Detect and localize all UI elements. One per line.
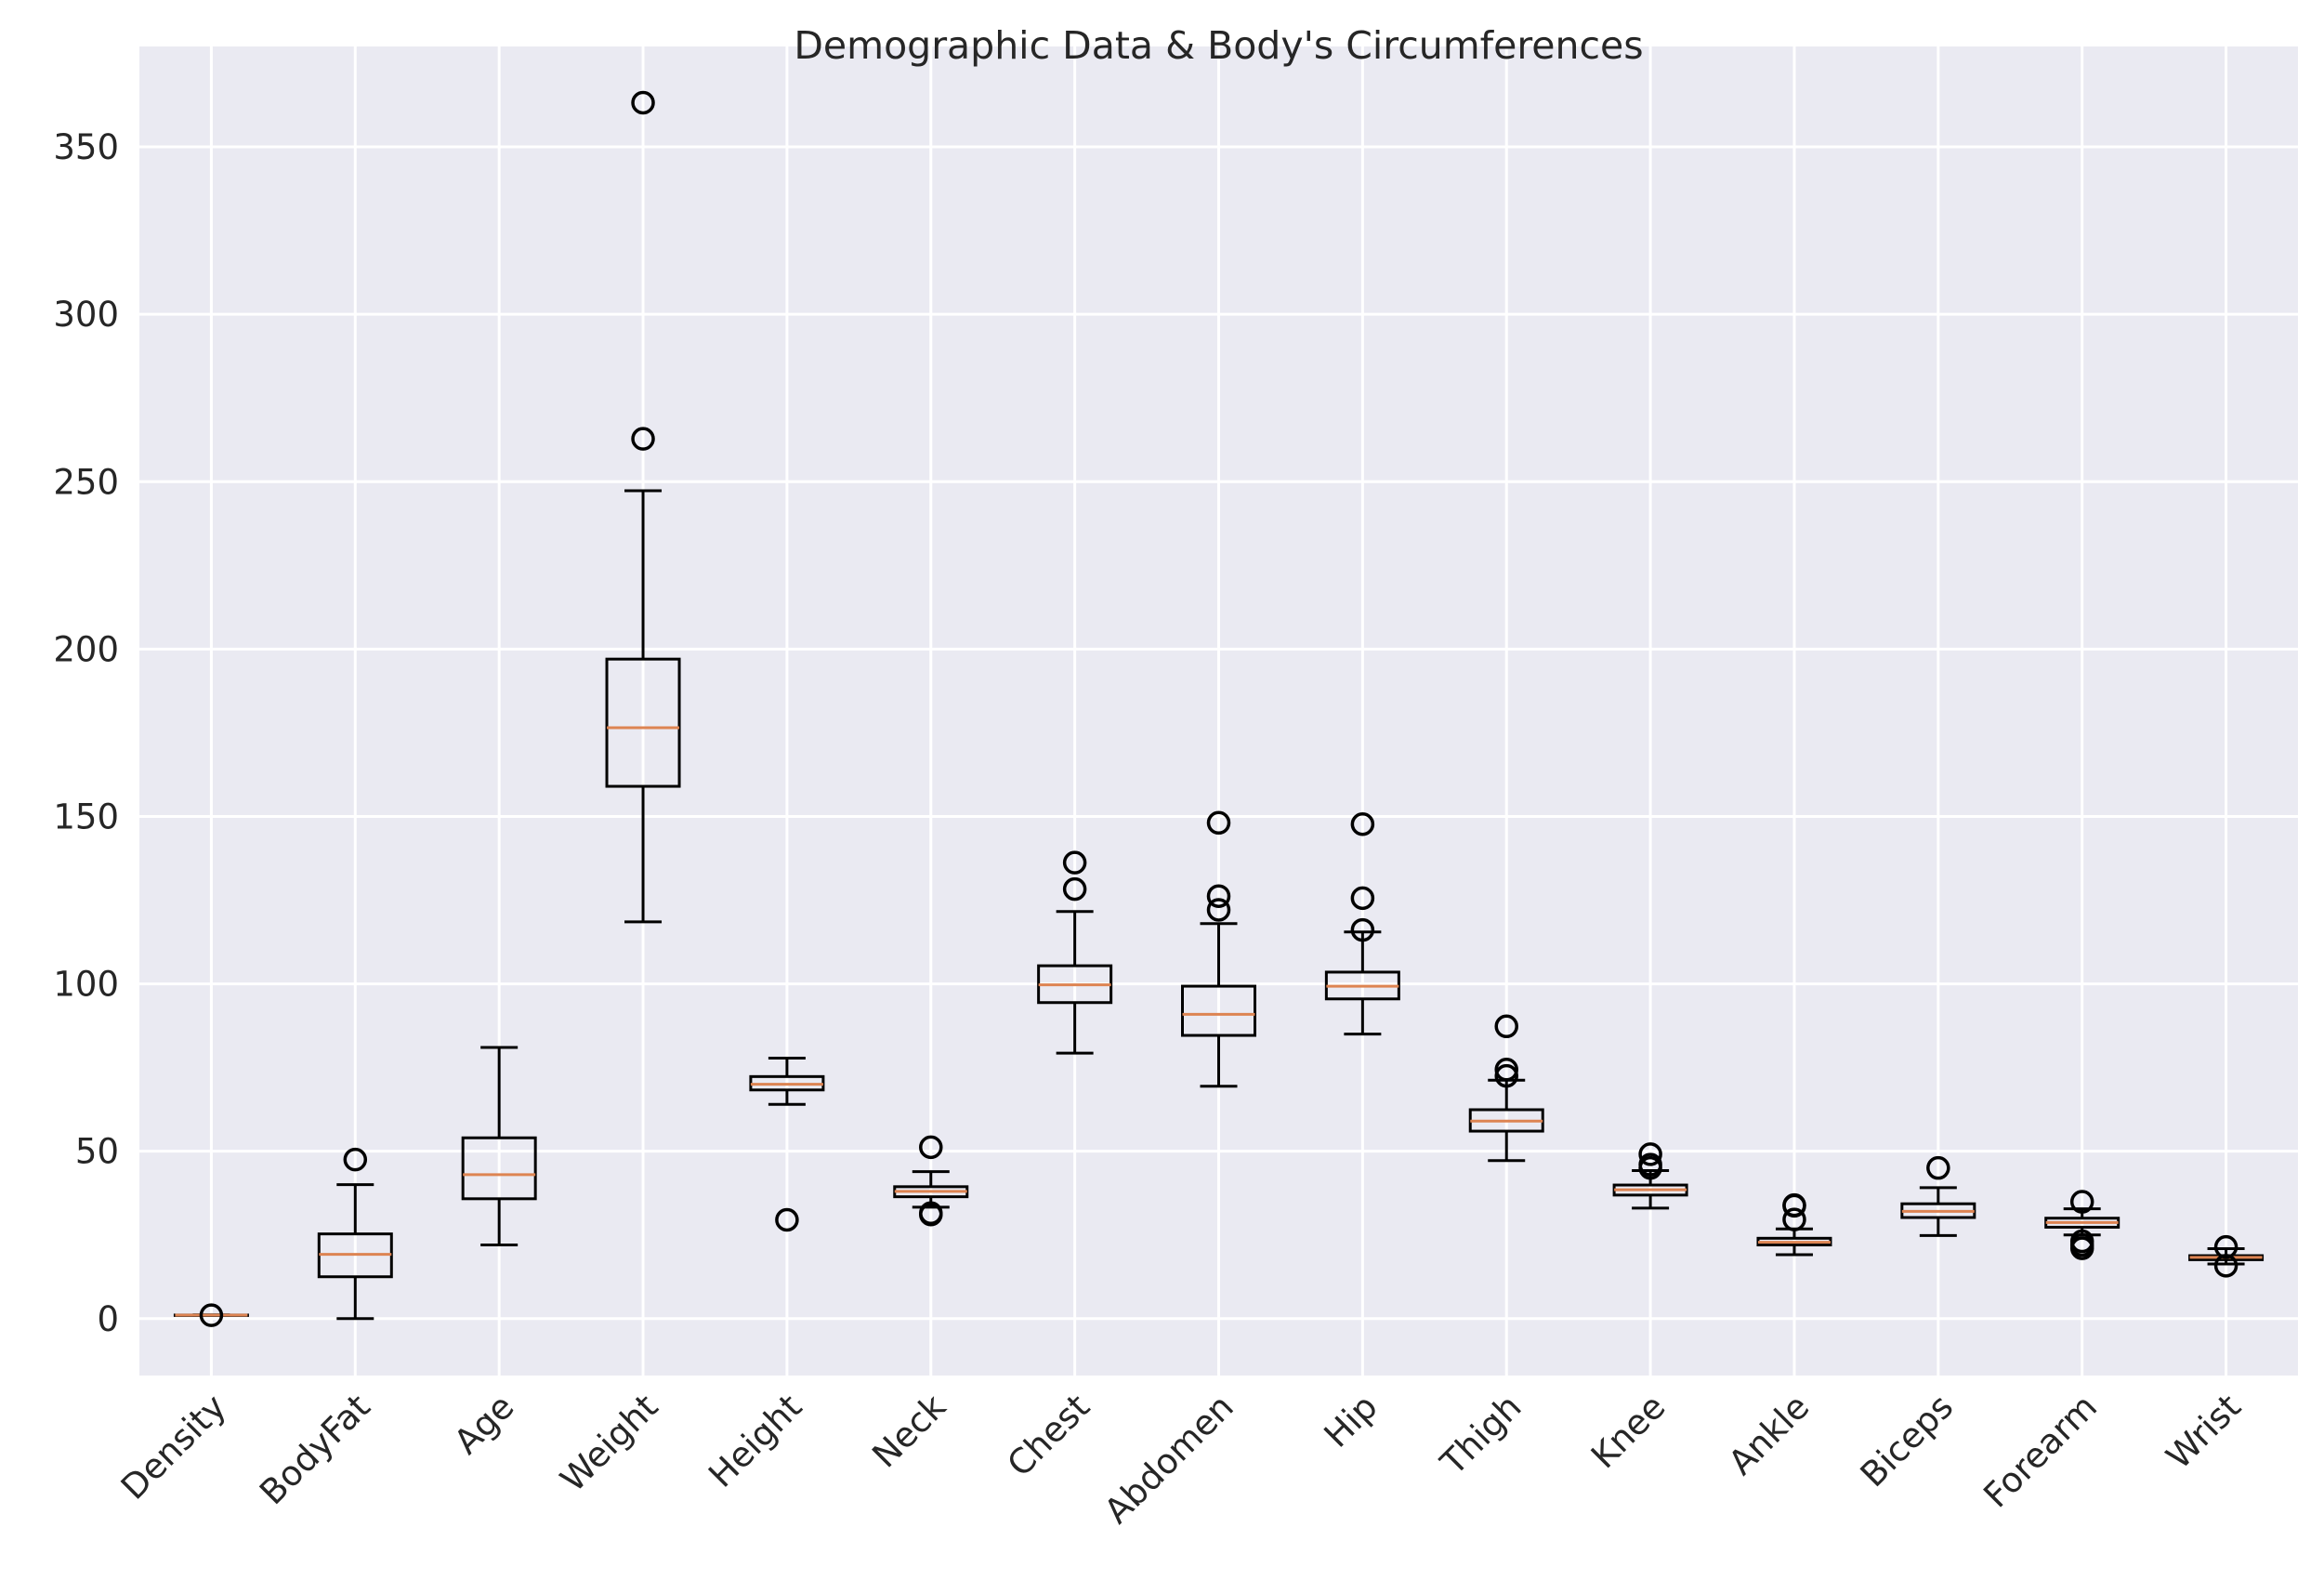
outlier-point xyxy=(919,1135,943,1160)
outlier-point xyxy=(631,427,655,451)
box-height xyxy=(749,1057,825,1232)
box-knee xyxy=(1612,1142,1688,1210)
box-density xyxy=(173,1303,249,1327)
outlier-point xyxy=(1782,1207,1806,1231)
box-age xyxy=(461,1046,537,1247)
outlier-point xyxy=(775,1207,799,1232)
outlier-point xyxy=(1782,1192,1806,1218)
outlier-point xyxy=(1638,1142,1662,1166)
outlier-point xyxy=(1062,876,1087,902)
outlier-point xyxy=(199,1303,224,1327)
outlier-point xyxy=(2213,1234,2239,1259)
outlier-point xyxy=(343,1147,368,1172)
box-wrist xyxy=(2188,1234,2265,1278)
iqr-box xyxy=(1181,984,1256,1037)
outlier-point xyxy=(1926,1155,1950,1180)
iqr-box xyxy=(461,1136,537,1201)
box-forearm xyxy=(2044,1190,2120,1260)
chart-title: Demographic Data & Body's Circumferences xyxy=(794,23,1643,68)
outlier-point xyxy=(631,90,655,115)
y-tick-label: 50 xyxy=(75,1132,119,1172)
box-neck xyxy=(893,1135,969,1227)
box-thigh xyxy=(1468,1014,1544,1163)
outlier-point xyxy=(1350,886,1375,911)
y-tick-label: 150 xyxy=(53,796,119,836)
outlier-point xyxy=(1494,1014,1518,1039)
y-tick-label: 250 xyxy=(53,462,119,502)
y-tick-label: 200 xyxy=(53,629,119,669)
outlier-point xyxy=(1206,810,1231,836)
box-weight xyxy=(605,90,681,924)
outlier-point xyxy=(1638,1152,1662,1177)
outlier-point xyxy=(1062,850,1087,875)
outlier-point xyxy=(2069,1190,2094,1214)
box-biceps xyxy=(1900,1155,1976,1237)
outlier-point xyxy=(2069,1229,2094,1254)
y-tick-label: 350 xyxy=(53,127,119,167)
iqr-box xyxy=(605,657,681,788)
boxes xyxy=(173,90,2265,1327)
grid-lines xyxy=(139,46,2298,1376)
outlier-point xyxy=(919,1201,943,1226)
box-hip xyxy=(1324,811,1400,1036)
outlier-point xyxy=(1350,917,1375,942)
outlier-point xyxy=(2213,1254,2239,1278)
outlier-point xyxy=(1494,1058,1518,1082)
outlier-point xyxy=(1494,1063,1518,1088)
box-bodyfat xyxy=(317,1147,393,1321)
outlier-point xyxy=(1206,884,1231,908)
outlier-point xyxy=(1350,811,1375,836)
y-tick-label: 100 xyxy=(53,965,119,1005)
box-ankle xyxy=(1756,1192,1832,1257)
y-tick-label: 0 xyxy=(97,1299,119,1339)
box-abdomen xyxy=(1181,810,1256,1088)
outlier-point xyxy=(1206,898,1231,922)
box-chest xyxy=(1037,850,1113,1055)
y-tick-label: 300 xyxy=(53,295,119,335)
y-axis-tick-labels: 0 50 100 150 200 250 300 350 xyxy=(53,127,119,1339)
